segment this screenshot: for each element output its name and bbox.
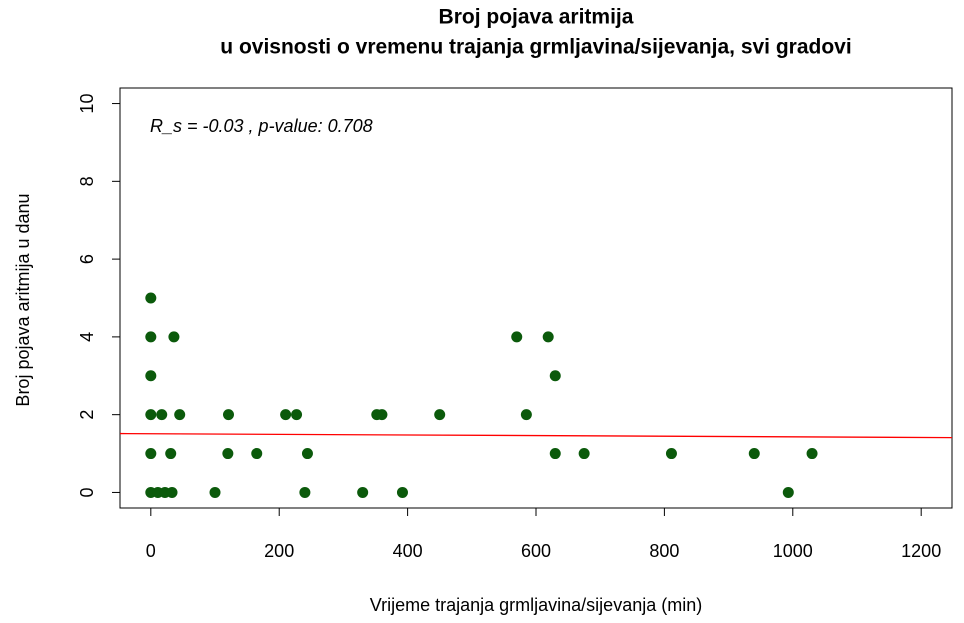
y-tick-label: 0	[77, 487, 97, 497]
point	[376, 409, 388, 421]
point	[145, 370, 157, 382]
regression-line	[120, 432, 952, 439]
point	[301, 448, 313, 460]
point	[145, 292, 157, 304]
point	[665, 448, 677, 460]
point	[578, 448, 590, 460]
point	[222, 409, 234, 421]
point	[209, 486, 221, 498]
point	[782, 486, 794, 498]
y-tick-label: 6	[77, 254, 97, 264]
annotation: R_s = -0.03 , p-value: 0.708	[150, 116, 373, 136]
point	[549, 448, 561, 460]
point	[174, 409, 186, 421]
point	[251, 448, 263, 460]
point	[357, 486, 369, 498]
point	[145, 448, 157, 460]
point	[166, 486, 178, 498]
y-tick-label: 4	[77, 332, 97, 342]
x-axis-label: Vrijeme trajanja grmljavina/sijevanja (m…	[370, 595, 702, 615]
point	[396, 486, 408, 498]
point	[168, 331, 180, 343]
chart-title: Broj pojava aritmija	[439, 6, 634, 29]
x-tick-label: 600	[521, 541, 551, 561]
chart-subtitle: u ovisnosti o vremenu trajanja grmljavin…	[220, 36, 851, 59]
point	[280, 409, 292, 421]
x-tick-label: 1200	[901, 541, 941, 561]
y-tick-label: 10	[77, 94, 97, 114]
point	[145, 331, 157, 343]
point	[291, 409, 303, 421]
plot-frame	[119, 87, 953, 509]
x-tick-label: 400	[393, 541, 423, 561]
point	[156, 409, 168, 421]
x-tick-label: 0	[146, 541, 156, 561]
point	[520, 409, 532, 421]
point	[299, 486, 311, 498]
x-tick-label: 800	[649, 541, 679, 561]
y-axis-label: Broj pojava aritmija u danu	[13, 193, 33, 406]
point	[145, 409, 157, 421]
point	[222, 448, 234, 460]
point	[165, 448, 177, 460]
point	[511, 331, 523, 343]
point	[434, 409, 446, 421]
x-tick-label: 200	[264, 541, 294, 561]
point	[748, 448, 760, 460]
point	[549, 370, 561, 382]
point	[542, 331, 554, 343]
y-tick-label: 8	[77, 176, 97, 186]
x-tick-label: 1000	[773, 541, 813, 561]
y-tick-label: 2	[77, 410, 97, 420]
point	[806, 448, 818, 460]
